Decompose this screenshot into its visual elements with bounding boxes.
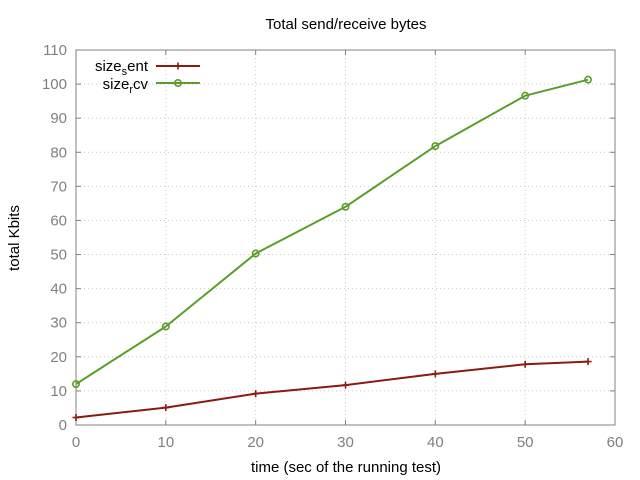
data-point <box>431 370 439 378</box>
chart-title: Total send/receive bytes <box>266 16 427 33</box>
x-tick-label: 60 <box>607 434 624 451</box>
data-point <box>72 414 80 421</box>
data-point <box>162 404 170 412</box>
y-tick-label: 90 <box>50 110 67 127</box>
data-point <box>521 360 529 368</box>
data-point <box>252 390 260 398</box>
data-point <box>584 358 592 366</box>
y-tick-label: 80 <box>50 144 67 161</box>
y-tick-label: 0 <box>59 417 67 434</box>
x-tick-label: 20 <box>247 434 264 451</box>
legend-label-rcv-base: size <box>103 76 130 93</box>
y-tick-label: 110 <box>43 42 67 59</box>
series-line <box>75 360 589 419</box>
series-line <box>75 78 589 385</box>
data-point <box>161 322 170 331</box>
y-tick-label: 70 <box>50 178 67 195</box>
legend-marker-glyph <box>174 62 182 70</box>
series-1 <box>72 75 593 389</box>
y-tick-label: 100 <box>42 76 67 93</box>
x-axis-title: time (sec of the running test) <box>251 459 441 476</box>
legend-item-sent: sizesent <box>95 58 200 78</box>
grid <box>76 50 615 425</box>
legend-label-rcv: sizercv <box>103 76 149 96</box>
y-axis-title: total Kbits <box>6 205 23 271</box>
y-tick-label: 60 <box>50 212 67 229</box>
legend-marker-rcv <box>174 79 183 88</box>
legend-label-sent-subscript: s <box>122 66 128 78</box>
legend-label-rcv-subscript: r <box>129 84 133 96</box>
x-tick-label: 50 <box>517 434 534 451</box>
y-tick-label: 40 <box>50 281 67 298</box>
y-tick-label: 20 <box>50 349 67 366</box>
series-layer <box>72 75 593 421</box>
x-tick-label: 0 <box>72 434 80 451</box>
y-tick-label: 30 <box>50 315 67 332</box>
y-tick-label: 50 <box>50 247 67 264</box>
data-point <box>521 91 530 100</box>
y-tick-label: 10 <box>50 383 67 400</box>
legend-label-sent-base: size <box>95 58 122 75</box>
x-tick-label: 30 <box>337 434 354 451</box>
x-tick-label: 40 <box>427 434 444 451</box>
data-point <box>584 75 593 84</box>
legend-label-rcv-rest: cv <box>133 76 149 93</box>
legend-label-sent-rest: ent <box>127 58 149 75</box>
legend-item-rcv: sizercv <box>103 76 200 96</box>
axis-ticks: 0 10 20 30 40 50 60 0 10 20 30 40 50 60 70 80 90 100 110 <box>42 42 623 451</box>
data-point <box>431 142 440 151</box>
data-point <box>72 380 81 389</box>
x-tick-label: 10 <box>157 434 174 451</box>
legend: sizesent sizercv <box>95 58 200 96</box>
data-point <box>341 202 350 211</box>
legend-marker-sent <box>174 62 182 70</box>
legend-label-sent: sizesent <box>95 58 149 78</box>
series-0 <box>72 358 592 421</box>
data-point <box>342 381 349 389</box>
data-point <box>251 249 260 258</box>
legend-marker-glyph <box>174 79 183 88</box>
